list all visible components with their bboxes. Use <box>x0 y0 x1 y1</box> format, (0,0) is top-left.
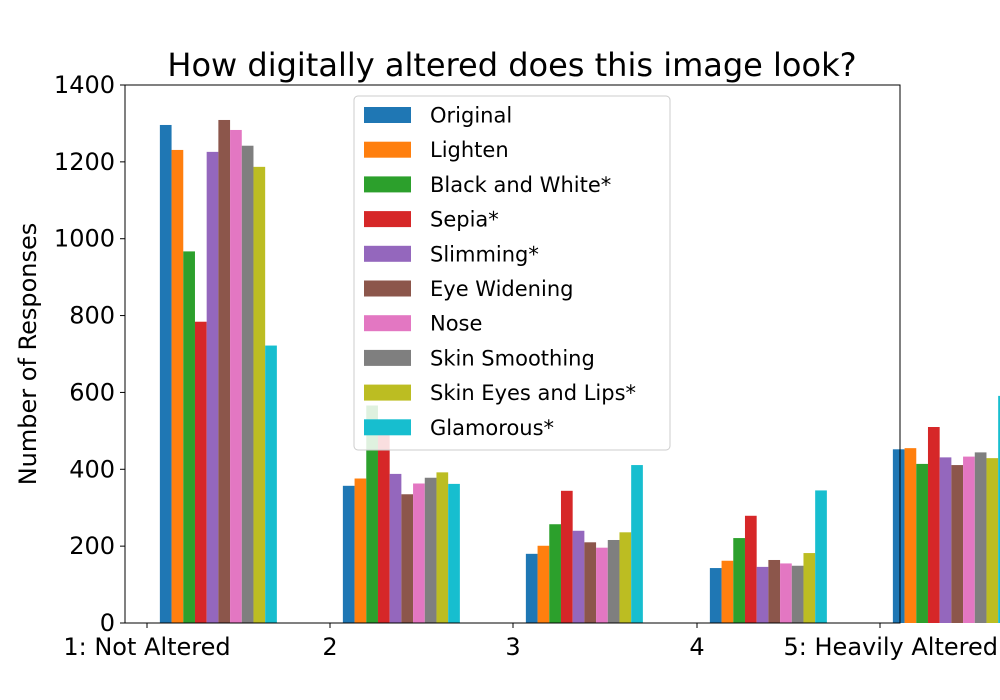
bar-8-4 <box>791 565 804 623</box>
chart-title: How digitally altered does this image lo… <box>167 46 856 84</box>
bar-7-5 <box>963 456 975 623</box>
bar-2-4 <box>721 560 734 623</box>
bar-4-3 <box>560 490 573 623</box>
bar-2-3 <box>537 545 550 623</box>
bar-8-1 <box>241 145 254 623</box>
bar-10-5 <box>998 395 1000 623</box>
bar-4-5 <box>927 427 940 623</box>
legend-label: Black and White* <box>430 173 611 197</box>
bar-9-3 <box>619 532 632 623</box>
bar-4-1 <box>194 321 207 623</box>
bar-6-5 <box>951 465 964 623</box>
legend-label: Lighten <box>430 138 509 162</box>
bar-7-4 <box>780 563 792 623</box>
x-tick-label: 4 <box>689 633 704 661</box>
bar-5-5 <box>939 457 952 623</box>
legend-label: Original <box>430 104 512 128</box>
y-tick-label: 600 <box>69 378 115 406</box>
bar-6-4 <box>768 559 781 623</box>
bar-1-5 <box>892 449 905 623</box>
legend-label: Slimming* <box>430 242 539 266</box>
y-tick-label: 1000 <box>54 225 115 253</box>
bar-9-1 <box>253 166 266 623</box>
legend-swatch <box>364 280 411 297</box>
bars-group <box>159 119 1000 623</box>
legend-label: Nose <box>430 312 482 336</box>
bar-10-2 <box>448 483 460 623</box>
bar-10-1 <box>265 345 277 623</box>
legend-label: Sepia* <box>430 208 499 232</box>
legend-swatch <box>364 211 411 228</box>
bar-2-5 <box>904 448 917 623</box>
y-tick-label: 1200 <box>54 148 115 176</box>
legend-swatch <box>364 245 411 262</box>
bar-8-3 <box>607 539 620 623</box>
bar-3-1 <box>183 251 195 623</box>
legend-label: Skin Eyes and Lips* <box>430 381 636 405</box>
bar-3-3 <box>549 524 561 623</box>
bar-5-4 <box>756 566 769 623</box>
bar-6-2 <box>401 494 414 623</box>
y-tick-label: 200 <box>69 532 115 560</box>
bar-8-5 <box>974 452 987 623</box>
legend-swatch <box>364 107 411 123</box>
y-tick-label: 0 <box>100 609 115 637</box>
legend-box <box>353 95 671 451</box>
legend: Original Lighten Black and White* Sepia* Sli… <box>353 95 671 451</box>
bar-3-5 <box>916 463 928 623</box>
bar-4-4 <box>744 515 757 623</box>
bar-9-4 <box>803 553 816 623</box>
bar-6-3 <box>584 542 597 623</box>
legend-swatch <box>364 349 411 366</box>
bar-8-2 <box>424 477 437 623</box>
bar-5-2 <box>389 473 402 623</box>
legend-label: Glamorous* <box>430 416 554 440</box>
y-tick-label: 400 <box>69 455 115 483</box>
legend-swatch <box>364 315 411 332</box>
bar-2-1 <box>171 149 184 623</box>
legend-swatch <box>364 384 411 401</box>
bar-10-4 <box>815 490 827 623</box>
bar-7-1 <box>230 129 242 623</box>
bar-5-3 <box>572 530 585 623</box>
y-tick-label: 800 <box>69 302 115 330</box>
bar-9-2 <box>436 472 449 623</box>
bar-7-3 <box>596 547 608 623</box>
bar-1-4 <box>709 568 722 623</box>
legend-swatch <box>364 176 411 193</box>
x-tick-label: 3 <box>505 633 520 661</box>
x-tick-label: 1: Not Altered <box>63 633 230 661</box>
bar-6-1 <box>218 119 231 623</box>
legend-swatch <box>364 141 411 158</box>
bar-4-2 <box>377 425 390 623</box>
x-tick-label: 2 <box>322 633 337 661</box>
legend-swatch <box>364 419 411 436</box>
x-tick-label: 5: Heavily Altered <box>784 633 998 661</box>
bar-3-4 <box>733 538 745 623</box>
axes-group: 0 200 400 600 800 1000 1200 1400 1: Not Altered 2… <box>54 71 998 661</box>
bar-2-2 <box>354 478 367 623</box>
bar-1-2 <box>342 485 355 623</box>
y-axis-label: Number of Responses <box>14 223 42 486</box>
bar-9-5 <box>986 458 999 623</box>
bar-1-1 <box>159 124 172 623</box>
bar-10-3 <box>631 465 643 623</box>
bar-3-2 <box>366 405 378 623</box>
bar-7-2 <box>413 483 425 623</box>
y-tick-label: 1400 <box>54 71 115 99</box>
bar-1-3 <box>525 553 538 623</box>
bar-5-1 <box>206 151 219 623</box>
legend-label: Skin Smoothing <box>430 346 595 370</box>
legend-label: Eye Widening <box>430 277 573 301</box>
